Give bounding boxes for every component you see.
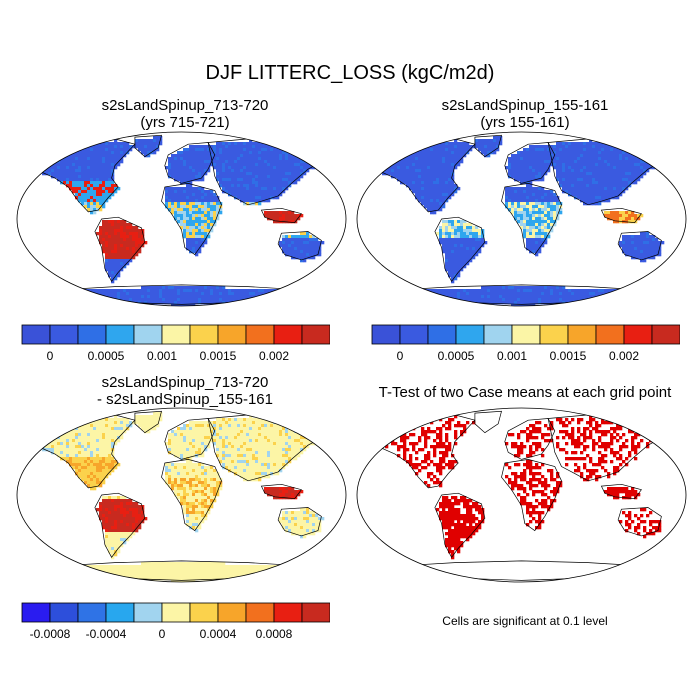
panel-title-top-left: s2sLandSpinup_713-720 (yrs 715-721) <box>35 97 335 131</box>
colorbar-swatch <box>105 602 135 623</box>
coastline-antarctica <box>394 560 649 581</box>
colorbar-swatch <box>217 602 247 623</box>
panel-title-line2: - s2sLandSpinup_155-161 <box>97 391 273 408</box>
significance-note: Cells are significant at 0.1 level <box>442 614 608 628</box>
colorbar-swatch <box>245 324 275 345</box>
colorbar-tick-label: 0 <box>159 627 166 641</box>
map-grid-cells <box>376 415 668 560</box>
colorbar-swatch <box>455 324 485 345</box>
panel-title-bottom-right: T-Test of two Case means at each grid po… <box>378 384 672 401</box>
coastline-europe <box>164 418 216 460</box>
colorbar-tick-label: -0.0004 <box>86 627 127 641</box>
colorbar-tick-label: 0.0015 <box>550 349 587 363</box>
panel-title-bottom-left: s2sLandSpinup_713-720 - s2sLandSpinup_15… <box>35 374 335 408</box>
colorbar-tick-label: 0.0004 <box>200 627 237 641</box>
coastline-indonesia <box>260 483 302 499</box>
colorbar-swatch <box>539 324 569 345</box>
panel-title-line1: s2sLandSpinup_155-161 <box>441 97 609 114</box>
coastline-africa <box>161 183 222 256</box>
coastline-greenland <box>474 134 502 158</box>
colorbar-swatch <box>105 324 135 345</box>
colorbar-swatch <box>301 324 330 345</box>
colorbar-swatch <box>77 602 107 623</box>
map-bottom-left <box>16 407 347 583</box>
coastline-europe <box>164 142 216 184</box>
colorbar-swatch <box>301 602 330 623</box>
colorbar-tick-label: 0.002 <box>609 349 639 363</box>
coastline-australia <box>617 507 662 537</box>
coastline-europe <box>504 418 556 460</box>
colorbar-swatch <box>133 602 163 623</box>
coastline-south-america <box>434 492 486 558</box>
colorbar-swatch <box>483 324 513 345</box>
colorbar-swatch <box>651 324 680 345</box>
colorbar-swatch <box>21 602 51 623</box>
panel-title-line2: (yrs 715-721) <box>140 114 230 131</box>
colorbar-tick-label: 0.0005 <box>88 349 125 363</box>
map-border <box>356 407 687 583</box>
panel-title-line1: s2sLandSpinup_713-720 <box>101 374 269 391</box>
colorbar-swatch <box>77 324 107 345</box>
colorbar-tick-label: 0.0005 <box>438 349 475 363</box>
panel-title-line2: (yrs 155-161) <box>480 114 570 131</box>
map-border <box>356 131 687 307</box>
coastline-africa <box>161 459 222 532</box>
colorbar-bottom-left: -0.0008 -0.0004 0 0.0004 0.0008 <box>21 602 330 641</box>
coastline-indonesia <box>260 207 302 223</box>
colorbar-swatch <box>133 324 163 345</box>
coastline-europe <box>504 142 556 184</box>
coastline-south-america <box>94 492 146 558</box>
colorbar-tick-label: -0.0008 <box>30 627 71 641</box>
colorbar-tick-label: 0.002 <box>259 349 289 363</box>
colorbar-swatch <box>21 324 51 345</box>
colorbar-top-right: 0 0.0005 0.001 0.0015 0.002 <box>371 324 680 363</box>
coastline-indonesia <box>600 483 642 499</box>
coastline-indonesia <box>600 207 642 223</box>
colorbar-swatch <box>567 324 597 345</box>
colorbar-tick-label: 0 <box>47 349 54 363</box>
coastline-australia <box>277 231 322 261</box>
coastline-australia <box>617 231 662 261</box>
colorbar-tick-label: 0 <box>397 349 404 363</box>
colorbar-swatch <box>371 324 401 345</box>
colorbar-swatch <box>245 602 275 623</box>
coastline-africa <box>501 183 562 256</box>
colorbar-swatch <box>161 324 191 345</box>
colorbar-swatch <box>623 324 653 345</box>
colorbar-swatch <box>189 324 219 345</box>
colorbar-top-left: 0 0.0005 0.001 0.0015 0.002 <box>21 324 330 363</box>
colorbar-swatch <box>49 602 79 623</box>
coastline-africa <box>501 459 562 532</box>
colorbar-swatch <box>273 324 303 345</box>
colorbar-swatch <box>217 324 247 345</box>
coastline-south-america <box>94 216 146 282</box>
map-top-right <box>356 131 687 307</box>
map-border <box>16 407 347 583</box>
map-top-left <box>16 131 347 307</box>
coastline-greenland <box>134 134 162 158</box>
colorbar-swatch <box>511 324 541 345</box>
colorbar-swatch <box>161 602 191 623</box>
colorbar-swatch <box>399 324 429 345</box>
colorbar-swatch <box>49 324 79 345</box>
colorbar-swatch <box>273 602 303 623</box>
coastline-australia <box>277 507 322 537</box>
colorbar-tick-label: 0.001 <box>147 349 177 363</box>
colorbar-swatch <box>595 324 625 345</box>
map-bottom-right <box>356 407 687 583</box>
panel-title-line1: s2sLandSpinup_713-720 <box>101 97 269 114</box>
coastline-south-america <box>434 216 486 282</box>
figure-title: DJF LITTERC_LOSS (kgC/m2d) <box>205 62 495 84</box>
colorbar-tick-label: 0.0015 <box>200 349 237 363</box>
colorbar-swatch <box>427 324 457 345</box>
colorbar-swatch <box>189 602 219 623</box>
colorbar-tick-label: 0.001 <box>497 349 527 363</box>
colorbar-tick-label: 0.0008 <box>256 627 293 641</box>
map-border <box>16 131 347 307</box>
coastline-greenland <box>134 410 162 434</box>
panel-title-top-right: s2sLandSpinup_155-161 (yrs 155-161) <box>375 97 675 131</box>
coastline-greenland <box>474 410 502 434</box>
